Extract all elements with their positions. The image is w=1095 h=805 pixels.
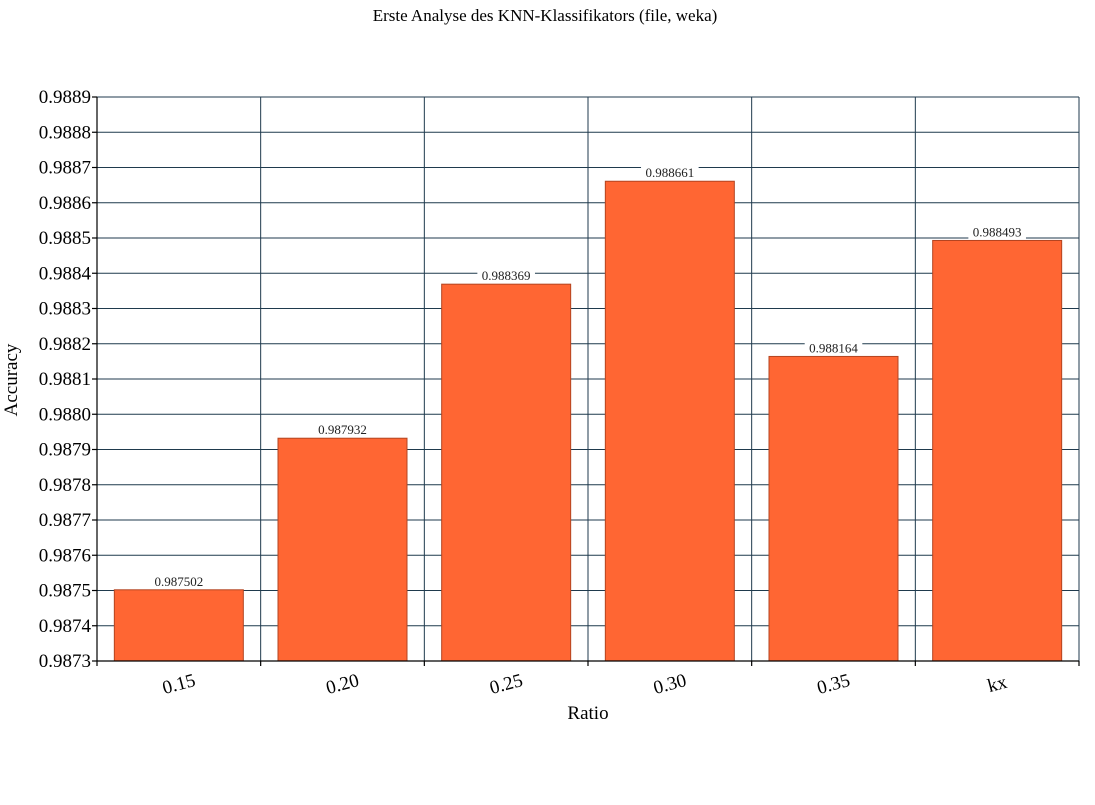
y-tick-label: 0.9881 (39, 369, 91, 390)
data-label-bg (804, 341, 863, 356)
y-tick-label: 0.9880 (39, 404, 91, 425)
bar (604, 180, 735, 662)
y-tick-label: 0.9873 (39, 651, 91, 672)
x-tick-label: 0.30 (651, 670, 689, 699)
y-tick-label: 0.9889 (39, 87, 91, 108)
y-tick-label: 0.9874 (39, 616, 92, 637)
data-label: 0.988164 (809, 340, 858, 355)
bar (277, 437, 408, 662)
data-label-bg (968, 225, 1026, 240)
data-label: 0.987932 (318, 422, 367, 437)
x-tick-label: 0.35 (815, 670, 853, 699)
y-axis-label: Accuracy (1, 343, 22, 416)
x-axis-label: Ratio (567, 703, 608, 724)
x-tick-label: 0.15 (160, 670, 198, 699)
data-label: 0.987502 (154, 574, 203, 589)
gridlines (96, 96, 1080, 662)
data-labels: 0.987502 0.987932 0.988369 0.988661 0.988164… (150, 165, 1026, 589)
data-label-bg (313, 423, 372, 438)
x-tick-labels: 0.15 0.20 0.25 0.30 0.35 kx (160, 670, 1009, 699)
y-tick-label: 0.9883 (39, 299, 91, 320)
data-label-bg (150, 574, 208, 589)
data-label-bg (477, 269, 535, 284)
data-label: 0.988369 (482, 268, 531, 283)
x-tick-label: 0.20 (324, 670, 362, 699)
y-tick-label: 0.9879 (39, 440, 91, 461)
y-tick-label: 0.9884 (39, 263, 92, 284)
data-label: 0.988661 (645, 165, 694, 180)
bar (113, 589, 244, 662)
bar (768, 355, 899, 662)
y-tick-label: 0.9885 (39, 228, 91, 249)
chart-title: Erste Analyse des KNN-Klassifikators (fi… (373, 6, 718, 25)
data-label-bg (641, 166, 699, 181)
x-tick-label: kx (985, 672, 1009, 697)
y-tick-labels: 0.9873 0.9874 0.9875 0.9876 0.9877 0.9878 0.98… (39, 87, 92, 672)
y-tick-label: 0.9877 (39, 510, 91, 531)
y-tick-label: 0.9876 (39, 545, 91, 566)
data-label: 0.988493 (973, 224, 1022, 239)
y-tick-label: 0.9888 (39, 122, 91, 143)
y-tick-label: 0.9887 (39, 158, 91, 179)
bar (932, 239, 1063, 662)
y-tick-label: 0.9882 (39, 334, 91, 355)
x-tick-label: 0.25 (488, 670, 526, 699)
y-tick-label: 0.9886 (39, 193, 91, 214)
y-tick-label: 0.9878 (39, 475, 91, 496)
bar (441, 283, 572, 662)
axes (92, 96, 1080, 666)
bars (113, 180, 1063, 662)
y-tick-label: 0.9875 (39, 581, 91, 602)
